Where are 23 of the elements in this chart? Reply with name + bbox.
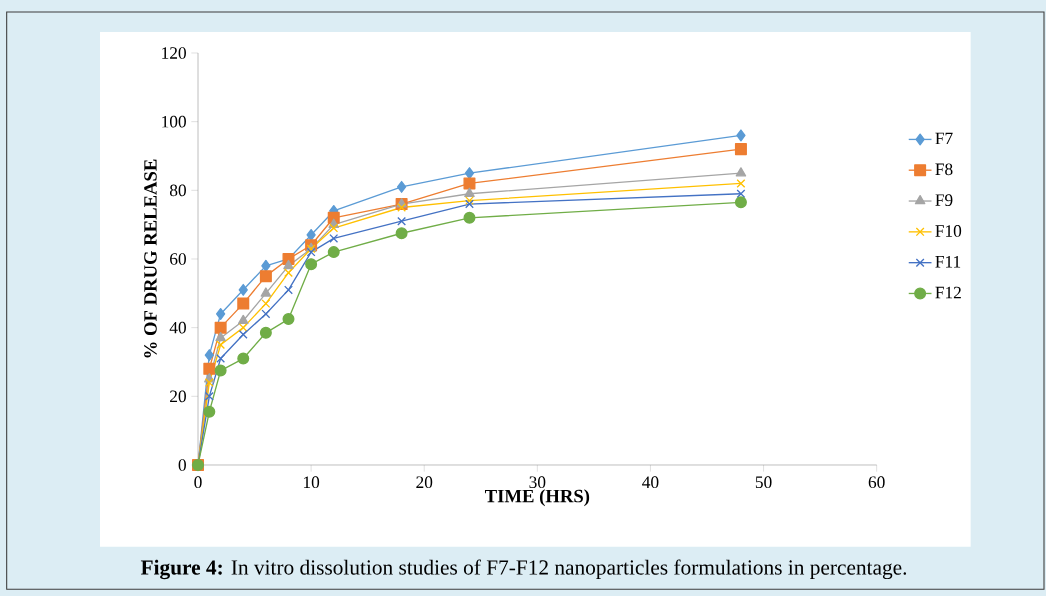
y-tick-label: 80 — [169, 184, 186, 197]
x-tick-label: 0 — [194, 476, 202, 489]
text: Figure 4: In vitro dissolution studies of F7-F12 nanoparticles formulations in percentage. — [140, 559, 907, 580]
x-tick-label: 20 — [416, 476, 433, 489]
y-tick-label: 120 — [162, 47, 186, 59]
x-tick-label: 50 — [755, 476, 772, 489]
legend-label: F7 — [935, 132, 953, 145]
y-axis-title: % OF DRUG RELEASE — [144, 159, 157, 358]
legend-label: F8 — [935, 163, 953, 176]
legend-label: F11 — [935, 255, 961, 268]
x-tick-label: 60 — [868, 476, 885, 489]
legend-label: F12 — [935, 286, 961, 299]
legend-label: F10 — [935, 225, 962, 237]
y-tick-label: 40 — [169, 321, 186, 334]
y-tick-label: 20 — [170, 390, 186, 403]
y-tick-label: 60 — [170, 253, 186, 265]
y-tick-label: 100 — [162, 115, 186, 128]
x-axis-title: TIME (HRS) — [485, 489, 590, 507]
legend-label: F9 — [935, 194, 953, 206]
y-tick-label: 0 — [178, 459, 186, 471]
x-tick-label: 30 — [529, 476, 546, 489]
x-tick-label: 10 — [303, 476, 320, 489]
x-tick-label: 40 — [642, 476, 659, 489]
